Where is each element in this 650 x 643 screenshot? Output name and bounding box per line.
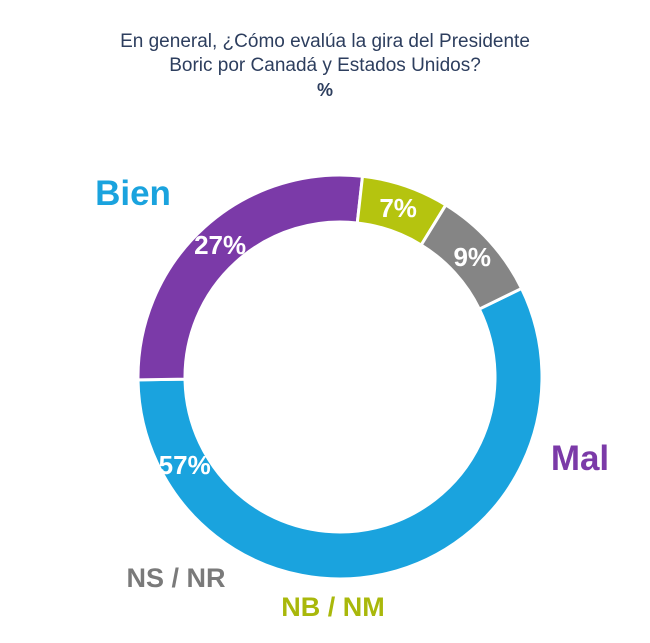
category-label: NS / NR [126,563,225,593]
slice-mal [136,173,365,382]
category-label: Bien [95,174,171,213]
category-label: NB / NM [281,592,385,622]
chart-title: En general, ¿Cómo evalúa la gira del Pre… [0,30,650,102]
title-line-1: En general, ¿Cómo evalúa la gira del Pre… [120,31,530,52]
title-line-2: Boric por Canadá y Estados Unidos? [169,55,481,76]
unit-label: % [316,80,333,100]
value-label: 57% [159,450,211,480]
slice-ns-nr [419,202,524,312]
value-label: 7% [379,193,417,223]
slice-bien [136,286,544,581]
value-label: 9% [453,242,491,272]
category-label: Mal [551,439,609,478]
value-label: 27% [194,230,246,260]
